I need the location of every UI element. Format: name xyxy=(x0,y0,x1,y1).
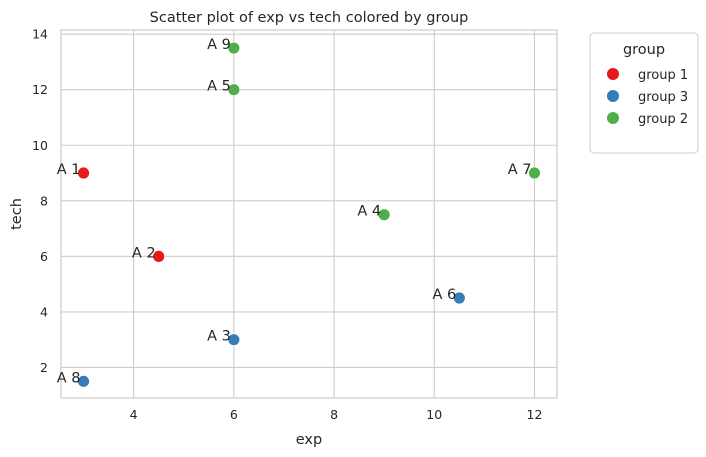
legend: group group 1 group 3 group 2 xyxy=(589,32,699,154)
grid-lines xyxy=(61,30,557,398)
point-label: A 4 xyxy=(357,204,381,220)
data-point xyxy=(77,166,90,180)
point-label: A 7 xyxy=(508,162,532,178)
y-tick-label: 4 xyxy=(40,304,48,319)
legend-marker xyxy=(607,68,619,80)
plot-area xyxy=(60,29,558,399)
data-point xyxy=(77,374,90,388)
y-tick-label: 2 xyxy=(40,360,48,375)
data-point xyxy=(152,249,166,263)
data-points xyxy=(77,41,541,388)
point-label: A 1 xyxy=(57,162,81,178)
x-tick-label: 8 xyxy=(330,407,338,422)
legend-entry-label: group 2 xyxy=(638,112,688,127)
data-point xyxy=(227,41,241,55)
point-label: A 3 xyxy=(207,329,231,345)
x-tick-label: 4 xyxy=(130,407,138,422)
x-axis-label: exp xyxy=(296,432,322,448)
legend-entry-label: group 3 xyxy=(638,90,688,105)
point-label: A 6 xyxy=(433,287,457,303)
x-tick-label: 10 xyxy=(426,407,442,422)
legend-title: group xyxy=(623,42,665,58)
chart-title: Scatter plot of exp vs tech colored by g… xyxy=(150,10,469,26)
point-label: A 5 xyxy=(207,79,231,95)
y-tick-label: 10 xyxy=(32,138,48,153)
y-tick-label: 14 xyxy=(32,27,48,42)
data-point xyxy=(377,208,391,222)
point-labels: A 1 A 2 A 3 A 6 A 8 A 4 A 5 A 7 A 9 xyxy=(57,37,532,386)
y-axis-label: tech xyxy=(9,198,25,230)
point-label: A 8 xyxy=(57,370,81,386)
data-point xyxy=(452,291,466,305)
point-label: A 9 xyxy=(207,37,231,53)
legend-entry-label: group 1 xyxy=(638,68,688,83)
legend-box xyxy=(589,32,699,154)
legend-marker xyxy=(607,90,619,102)
data-point xyxy=(227,83,241,97)
x-tick-label: 12 xyxy=(527,407,543,422)
y-tick-label: 12 xyxy=(32,82,48,97)
legend-marker xyxy=(607,112,619,124)
y-tick-label: 6 xyxy=(40,249,48,264)
data-point xyxy=(227,333,241,347)
y-tick-label: 8 xyxy=(40,193,48,208)
point-label: A 2 xyxy=(132,245,156,261)
legend-entries: group 1 group 3 group 2 xyxy=(607,68,688,127)
data-point xyxy=(528,166,541,180)
tick-labels: 4 6 8 10 12 2 4 6 8 10 12 14 xyxy=(32,27,542,422)
x-tick-label: 6 xyxy=(230,407,238,422)
